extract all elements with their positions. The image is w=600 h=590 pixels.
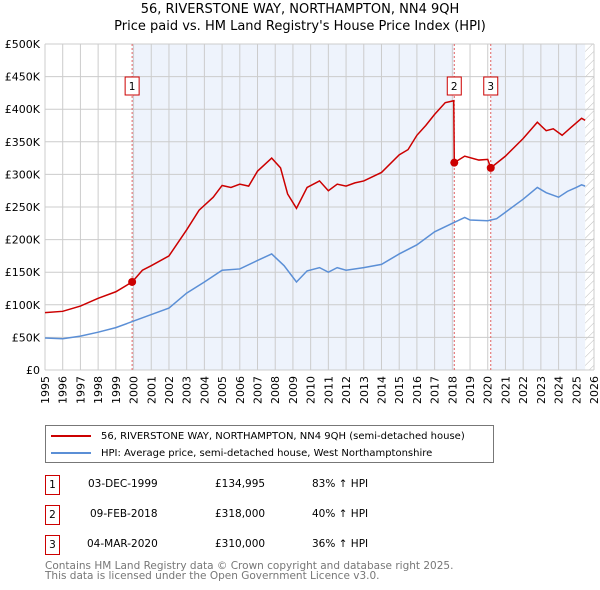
y-tick-label: £250K <box>5 201 41 214</box>
sale-date: 09-FEB-2018 <box>90 508 158 520</box>
legend-swatch-blue <box>51 452 91 454</box>
x-tick-label: 2012 <box>340 376 353 404</box>
legend-item-hpi: HPI: Average price, semi-detached house,… <box>46 445 432 461</box>
x-tick-label: 2015 <box>393 376 406 404</box>
x-tick-label: 1995 <box>39 376 52 404</box>
sale-point <box>128 277 137 286</box>
x-tick-label: 2005 <box>216 376 229 404</box>
sale-marker-box <box>483 76 499 96</box>
sale-marker-box <box>124 76 140 96</box>
series-line <box>44 184 586 340</box>
x-tick-label: 2006 <box>234 376 247 404</box>
price-chart: 1995 1996 1997 1998 1999 2000 2001 2002 2003 2004… <box>5 38 600 404</box>
x-tick-label: 2009 <box>287 376 300 404</box>
x-tick-label: 2018 <box>446 376 459 404</box>
y-tick-label: £450K <box>5 71 41 84</box>
sale-hpi: 40% ↑ HPI <box>312 508 369 520</box>
x-tick-label: 2021 <box>499 376 512 404</box>
footer-line: Contains HM Land Registry data © Crown c… <box>45 560 454 572</box>
sale-badge: 1 <box>45 475 60 495</box>
sale-price: £318,000 <box>215 508 266 520</box>
legend-label: 56, RIVERSTONE WAY, NORTHAMPTON, NN4 9QH… <box>101 430 465 442</box>
x-tick-label: 2014 <box>375 376 388 404</box>
x-tick-label: 1996 <box>57 376 70 404</box>
x-tick-label: 2016 <box>411 376 424 404</box>
sale-hpi: 36% ↑ HPI <box>312 538 369 550</box>
sale-badge: 2 <box>45 505 60 525</box>
x-tick-label: 1999 <box>110 376 123 404</box>
sale-marker-box <box>446 76 462 96</box>
sale-marker-label: 1 <box>129 81 136 93</box>
sale-hpi: 83% ↑ HPI <box>312 478 369 490</box>
x-tick-label: 2020 <box>482 376 495 404</box>
legend: 56, RIVERSTONE WAY, NORTHAMPTON, NN4 9QH… <box>45 425 494 463</box>
x-tick-label: 2008 <box>269 376 282 404</box>
x-tick-label: 2001 <box>145 376 158 404</box>
x-tick-label: 2017 <box>429 376 442 404</box>
sale-point <box>450 158 459 167</box>
footer-line: This data is licensed under the Open Gov… <box>45 570 380 582</box>
x-tick-label: 2026 <box>588 376 600 404</box>
series-line <box>44 99 586 314</box>
sale-price: £134,995 <box>215 478 266 490</box>
legend-item-property: 56, RIVERSTONE WAY, NORTHAMPTON, NN4 9QH… <box>46 428 465 444</box>
x-tick-label: 2024 <box>553 376 566 404</box>
sale-marker-label: 3 <box>487 81 494 93</box>
sale-date: 03-DEC-1999 <box>88 478 158 490</box>
x-tick-label: 2022 <box>517 376 530 404</box>
x-tick-label: 2025 <box>570 376 583 404</box>
x-tick-label: 2007 <box>252 376 265 404</box>
y-tick-label: £0 <box>26 364 40 377</box>
y-tick-label: £500K <box>5 38 41 51</box>
legend-label: HPI: Average price, semi-detached house,… <box>101 447 433 459</box>
y-tick-label: £300K <box>5 168 41 181</box>
x-tick-label: 2003 <box>181 376 194 404</box>
y-tick-label: £50K <box>12 331 41 344</box>
sale-price: £310,000 <box>215 538 266 550</box>
x-tick-label: 2004 <box>198 376 211 404</box>
x-tick-label: 1997 <box>74 376 87 404</box>
y-tick-label: £350K <box>5 136 41 149</box>
x-tick-label: 2000 <box>128 376 141 404</box>
x-tick-label: 2011 <box>322 376 335 404</box>
sale-marker-label: 2 <box>451 81 458 93</box>
y-tick-label: £150K <box>5 266 41 279</box>
x-tick-label: 2010 <box>305 376 318 404</box>
x-tick-label: 1998 <box>92 376 105 404</box>
x-tick-label: 2013 <box>358 376 371 404</box>
sale-badge: 3 <box>45 535 60 555</box>
chart-subtitle: Price paid vs. HM Land Registry's House … <box>114 19 486 34</box>
legend-swatch-red <box>51 435 91 437</box>
sale-date: 04-MAR-2020 <box>87 538 158 550</box>
x-tick-label: 2019 <box>464 376 477 404</box>
y-tick-label: £200K <box>5 234 41 247</box>
x-tick-label: 2002 <box>163 376 176 404</box>
chart-title: 56, RIVERSTONE WAY, NORTHAMPTON, NN4 9QH <box>140 2 460 17</box>
x-tick-label: 2023 <box>535 376 548 404</box>
y-tick-label: £400K <box>5 103 41 116</box>
footer: Contains HM Land Registry data © Crown c… <box>45 560 454 582</box>
sale-point <box>486 163 495 172</box>
y-tick-label: £100K <box>5 299 41 312</box>
